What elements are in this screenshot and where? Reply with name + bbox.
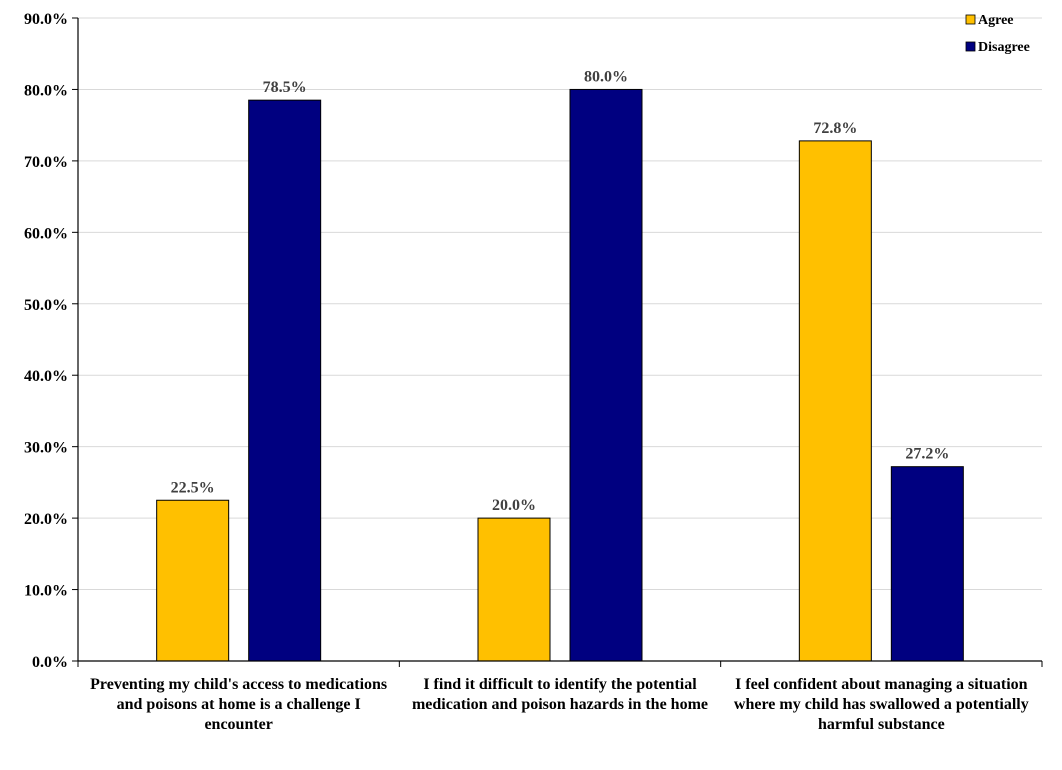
y-tick-label: 60.0% <box>24 225 68 242</box>
legend: Agree Disagree <box>965 13 1030 55</box>
legend-swatch-disagree <box>965 41 976 52</box>
x-category-label: I feel confident about managing a situat… <box>733 676 1029 733</box>
y-tick-label: 40.0% <box>24 368 68 385</box>
y-tick-label: 30.0% <box>24 440 68 457</box>
legend-label-agree: Agree <box>978 13 1014 28</box>
gridlines <box>78 17 1042 591</box>
y-tick-label: 10.0% <box>24 583 68 600</box>
y-tick-label: 20.0% <box>24 511 68 528</box>
y-tick-label: 70.0% <box>24 154 68 171</box>
bar-agree-2 <box>477 517 551 662</box>
x-category-label: Preventing my child's access to medicati… <box>90 676 388 733</box>
data-label: 20.0% <box>492 497 536 514</box>
axes <box>72 17 1043 667</box>
y-axis-ticks: 0.0% 10.0% 20.0% 30.0% 40.0% 50.0% 60.0% 70.0% 8… <box>24 11 68 671</box>
bar-agree-3 <box>798 140 872 662</box>
data-label: 72.8% <box>813 120 857 137</box>
y-tick-label: 0.0% <box>32 654 68 671</box>
bar-agree-1 <box>156 499 230 662</box>
y-tick-label: 80.0% <box>24 82 68 99</box>
data-label: 80.0% <box>584 68 628 85</box>
data-label: 22.5% <box>171 479 215 496</box>
y-tick-label: 50.0% <box>24 297 68 314</box>
bars <box>156 88 964 662</box>
bar-disagree-1 <box>248 99 322 662</box>
y-tick-label: 90.0% <box>24 11 68 28</box>
x-category-label: I find it difficult to identify the pote… <box>411 676 709 713</box>
data-label: 27.2% <box>905 446 949 463</box>
data-label: 78.5% <box>263 79 307 96</box>
data-labels: 22.5% 78.5% 20.0% 80.0% 72.8% 27.2% <box>171 68 950 514</box>
legend-label-disagree: Disagree <box>978 40 1030 55</box>
bar-disagree-3 <box>890 466 964 662</box>
bar-disagree-2 <box>569 88 643 662</box>
legend-swatch-agree <box>965 14 976 25</box>
